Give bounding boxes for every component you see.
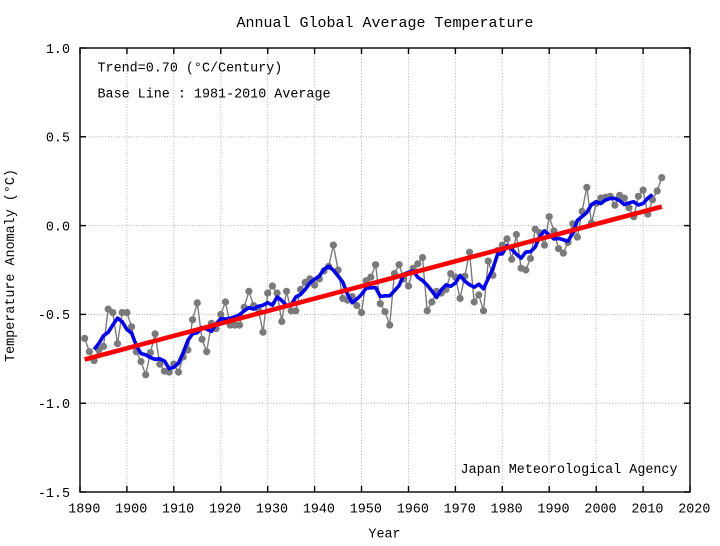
svg-text:1.0: 1.0 [46,43,70,58]
svg-text:1980: 1980 [491,502,523,517]
svg-text:-1.5: -1.5 [38,487,70,502]
svg-text:-1.0: -1.0 [38,398,70,413]
svg-text:1930: 1930 [256,502,288,517]
svg-text:1970: 1970 [444,502,476,517]
svg-text:1960: 1960 [397,502,429,517]
svg-text:2000: 2000 [584,502,616,517]
svg-text:-0.5: -0.5 [38,309,70,324]
svg-text:1890: 1890 [68,502,100,517]
svg-text:1940: 1940 [303,502,335,517]
svg-text:Trend=0.70 (°C/Century): Trend=0.70 (°C/Century) [98,62,283,77]
svg-text:Year: Year [368,528,400,543]
svg-text:0.5: 0.5 [46,132,70,147]
svg-text:Base Line : 1981-2010 Average: Base Line : 1981-2010 Average [98,88,331,103]
svg-text:1950: 1950 [350,502,382,517]
svg-text:2020: 2020 [678,502,710,517]
svg-text:1920: 1920 [209,502,241,517]
svg-text:Temperature Anomaly (°C): Temperature Anomaly (°C) [4,169,19,362]
svg-text:1910: 1910 [162,502,194,517]
svg-text:Annual Global Average Temperat: Annual Global Average Temperature [236,15,533,32]
svg-text:2010: 2010 [631,502,663,517]
svg-text:0.0: 0.0 [46,220,70,235]
svg-text:1900: 1900 [115,502,147,517]
svg-text:1990: 1990 [537,502,569,517]
svg-text:Japan Meteorological Agency: Japan Meteorological Agency [461,463,678,478]
